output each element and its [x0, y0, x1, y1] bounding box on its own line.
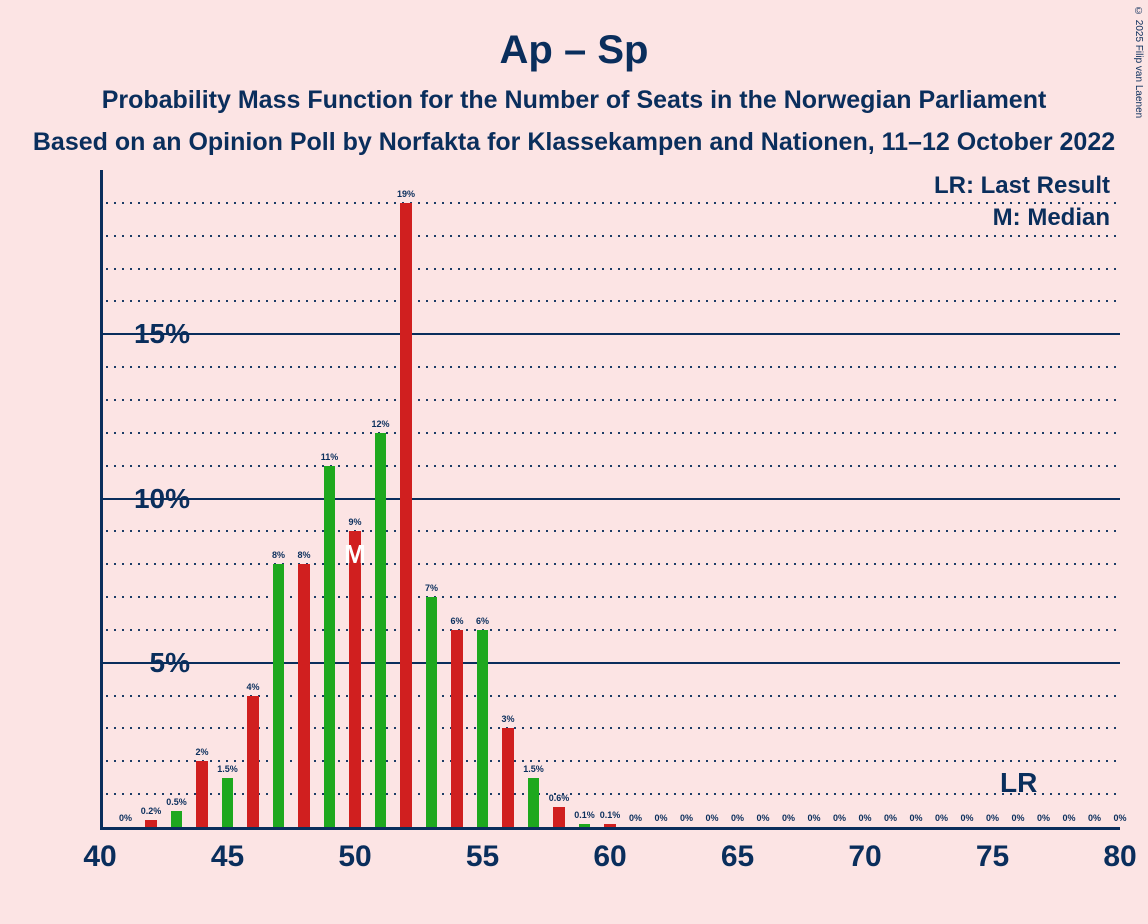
- gridline-major: [103, 498, 1120, 500]
- x-tick-label: 80: [1103, 840, 1136, 874]
- x-tick-label: 45: [211, 840, 244, 874]
- x-tick-label: 55: [466, 840, 499, 874]
- bar-value-label: 0.2%: [141, 806, 162, 816]
- plot-area: LR: Last Result M: Median 5%10%15% 40455…: [100, 170, 1120, 830]
- bar-value-label: 0%: [858, 813, 871, 823]
- bar-value-label: 0%: [909, 813, 922, 823]
- bar: [604, 824, 615, 827]
- bar: [222, 778, 233, 827]
- bar-value-label: 0%: [756, 813, 769, 823]
- median-marker: M: [344, 539, 366, 570]
- gridline-major: [103, 662, 1120, 664]
- bar-value-label: 19%: [397, 189, 415, 199]
- bar: [502, 728, 513, 827]
- bar-value-label: 11%: [321, 452, 339, 462]
- lr-marker: LR: [1000, 767, 1037, 799]
- gridline-minor: [103, 629, 1120, 631]
- bar-value-label: 12%: [371, 419, 389, 429]
- bar-value-label: 0%: [1037, 813, 1050, 823]
- bar-value-label: 4%: [246, 682, 259, 692]
- bar-value-label: 1.5%: [523, 764, 544, 774]
- bar-value-label: 6%: [476, 616, 489, 626]
- bar-value-label: 0%: [960, 813, 973, 823]
- bar-value-label: 7%: [425, 583, 438, 593]
- bar-value-label: 0%: [680, 813, 693, 823]
- gridline-major: [103, 333, 1120, 335]
- gridline-minor: [103, 268, 1120, 270]
- copyright-text: © 2025 Filip van Laenen: [1133, 6, 1144, 118]
- bar-value-label: 0%: [1062, 813, 1075, 823]
- x-tick-label: 65: [721, 840, 754, 874]
- x-tick-label: 70: [848, 840, 881, 874]
- bar: [171, 811, 182, 827]
- bar-value-label: 0%: [935, 813, 948, 823]
- bar: [247, 696, 258, 827]
- bar-value-label: 9%: [348, 517, 361, 527]
- bar-value-label: 0%: [1088, 813, 1101, 823]
- y-tick-label: 10%: [110, 483, 190, 515]
- bar-value-label: 1.5%: [217, 764, 238, 774]
- bar: [298, 564, 309, 827]
- bar: [324, 466, 335, 827]
- gridline-minor: [103, 235, 1120, 237]
- x-tick-label: 50: [338, 840, 371, 874]
- bar-value-label: 0%: [782, 813, 795, 823]
- bar-value-label: 0.6%: [549, 793, 570, 803]
- bar-value-label: 0%: [1113, 813, 1126, 823]
- bar-value-label: 8%: [297, 550, 310, 560]
- gridline-minor: [103, 432, 1120, 434]
- bar: [451, 630, 462, 827]
- bar-value-label: 0.1%: [574, 810, 595, 820]
- bar-value-label: 0%: [705, 813, 718, 823]
- gridline-minor: [103, 202, 1120, 204]
- bar-value-label: 0%: [807, 813, 820, 823]
- bar: [579, 824, 590, 827]
- bar-value-label: 0%: [884, 813, 897, 823]
- bar-value-label: 0%: [629, 813, 642, 823]
- bar-value-label: 0%: [833, 813, 846, 823]
- bar: [196, 761, 207, 827]
- bar-value-label: 6%: [450, 616, 463, 626]
- bar-value-label: 8%: [272, 550, 285, 560]
- chart-title-main: Ap – Sp: [0, 28, 1148, 73]
- chart-title-sub1: Probability Mass Function for the Number…: [0, 86, 1148, 115]
- bar: [273, 564, 284, 827]
- bar-value-label: 0%: [654, 813, 667, 823]
- bar: [349, 531, 360, 827]
- x-axis-line: [100, 827, 1120, 830]
- chart-title-sub2: Based on an Opinion Poll by Norfakta for…: [0, 128, 1148, 157]
- y-tick-label: 15%: [110, 318, 190, 350]
- gridline-minor: [103, 300, 1120, 302]
- gridline-minor: [103, 530, 1120, 532]
- y-tick-label: 5%: [110, 647, 190, 679]
- gridline-minor: [103, 563, 1120, 565]
- bar-value-label: 0%: [731, 813, 744, 823]
- bar-value-label: 0.5%: [166, 797, 187, 807]
- bar-value-label: 0%: [119, 813, 132, 823]
- legend-lr: LR: Last Result: [934, 172, 1110, 200]
- bar-value-label: 2%: [195, 747, 208, 757]
- gridline-minor: [103, 596, 1120, 598]
- bar: [477, 630, 488, 827]
- bar-value-label: 3%: [501, 714, 514, 724]
- bar: [553, 807, 564, 827]
- bar: [375, 433, 386, 827]
- x-tick-label: 75: [976, 840, 1009, 874]
- bar: [400, 203, 411, 827]
- bar-value-label: 0.1%: [600, 810, 621, 820]
- legend-m: M: Median: [993, 204, 1110, 232]
- bar: [528, 778, 539, 827]
- gridline-minor: [103, 465, 1120, 467]
- x-tick-label: 40: [83, 840, 116, 874]
- bar: [145, 820, 156, 827]
- x-tick-label: 60: [593, 840, 626, 874]
- bar: [426, 597, 437, 827]
- gridline-minor: [103, 399, 1120, 401]
- gridline-minor: [103, 366, 1120, 368]
- bar-value-label: 0%: [986, 813, 999, 823]
- bar-value-label: 0%: [1011, 813, 1024, 823]
- chart-container: Ap – Sp Probability Mass Function for th…: [0, 0, 1148, 924]
